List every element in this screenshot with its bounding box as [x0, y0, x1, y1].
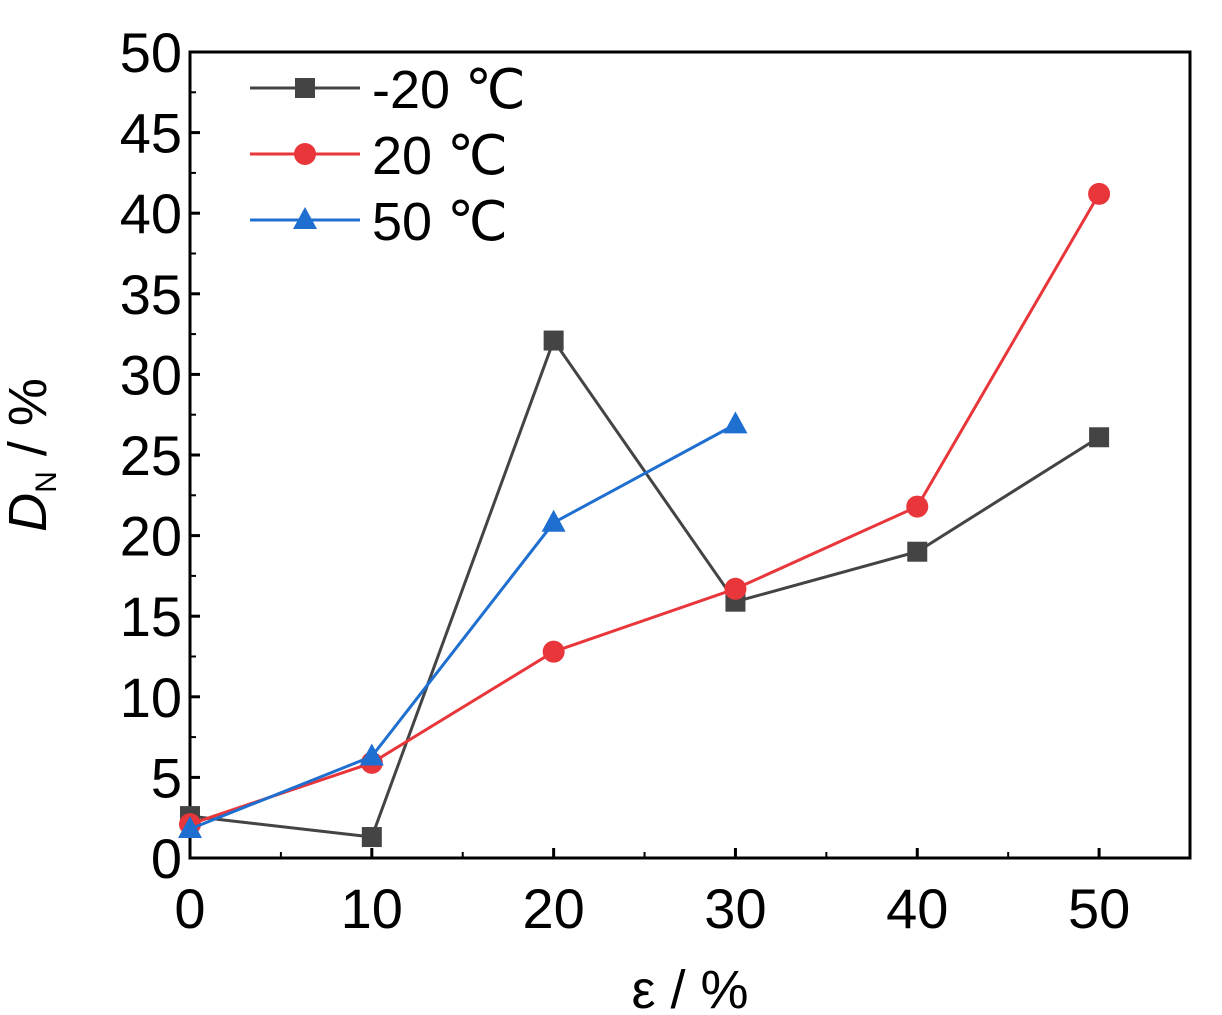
data-point	[724, 577, 747, 600]
x-tick-label: 20	[522, 877, 584, 940]
series-layer	[178, 182, 1111, 848]
data-point	[542, 640, 565, 663]
x-tick-label: 50	[1068, 877, 1130, 940]
y-axis-title: DN / %	[0, 378, 63, 532]
x-axis-title: ε / %	[631, 960, 748, 1015]
series-line	[189, 423, 737, 831]
legend: -20 ℃20 ℃50 ℃	[250, 60, 526, 252]
series-line	[189, 339, 1100, 839]
plot-area	[188, 50, 1192, 860]
data-point	[178, 815, 202, 838]
data-point	[541, 509, 566, 532]
series-3	[178, 411, 748, 838]
series-2	[179, 182, 1111, 836]
y-axis-title-main: D	[0, 493, 58, 532]
data-point	[1089, 427, 1110, 448]
y-tick-label: 10	[120, 666, 182, 729]
x-tick-label: 30	[704, 877, 766, 940]
y-tick-label: 30	[120, 343, 182, 406]
series-line	[189, 193, 1101, 826]
legend-marker	[293, 207, 317, 229]
legend-label: 50 ℃	[372, 192, 508, 252]
data-point	[359, 743, 384, 766]
y-axis-title-unit: / %	[0, 378, 58, 471]
y-tick-label: 20	[120, 505, 182, 568]
x-tick-label: 0	[174, 877, 205, 940]
legend-label: -20 ℃	[372, 60, 526, 120]
y-tick-label: 35	[120, 263, 182, 326]
y-tick-label: 15	[120, 585, 182, 648]
x-tick-label: 10	[341, 877, 403, 940]
legend-marker	[295, 78, 315, 98]
data-point	[906, 495, 929, 518]
y-tick-label: 0	[151, 827, 182, 890]
x-tick-label: 40	[886, 877, 948, 940]
y-tick-label: 40	[120, 182, 182, 245]
data-point	[1088, 182, 1111, 205]
y-tick-label: 25	[120, 424, 182, 487]
legend-label: 20 ℃	[372, 126, 508, 186]
data-point	[543, 330, 564, 351]
y-tick-label: 45	[120, 102, 182, 165]
data-point	[361, 827, 382, 848]
axis-ticks: 0 10 20 30 40 50 0 5 10 15 20 25 30 35 40 45 50	[120, 21, 1131, 940]
y-tick-label: 50	[120, 21, 182, 84]
data-point	[907, 541, 928, 562]
y-tick-label: 5	[151, 746, 182, 809]
legend-marker	[294, 143, 316, 165]
y-axis-title-subscript: N	[30, 471, 63, 493]
data-point	[723, 411, 748, 434]
